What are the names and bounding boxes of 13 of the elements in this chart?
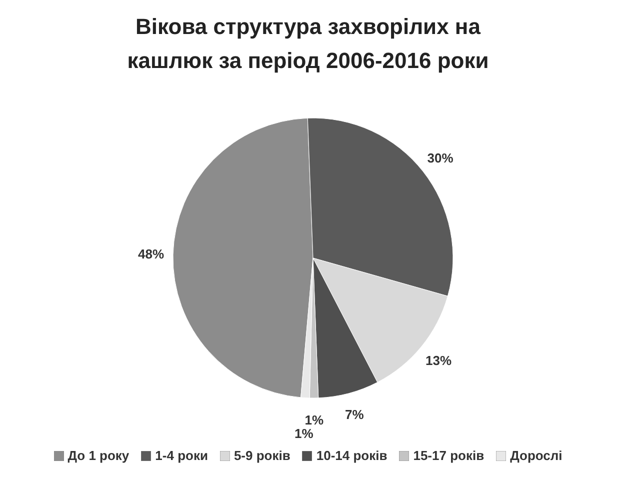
legend-label: 10-14 років <box>316 448 388 463</box>
data-label: 30% <box>427 150 454 166</box>
legend-label: 1-4 роки <box>155 448 208 463</box>
data-label: 13% <box>426 352 452 368</box>
chart-title: Вікова структура захворілих на кашлюк за період 2006-2016 роки <box>126 13 490 75</box>
data-label: 48% <box>138 246 164 262</box>
data-label: 7% <box>344 407 364 422</box>
legend-label: Дорослі <box>510 448 562 463</box>
legend-label: До 1 року <box>68 448 130 463</box>
legend-label: 5-9 років <box>234 448 290 463</box>
data-label: 1% <box>294 426 314 442</box>
legend-label: 15-17 років <box>413 448 484 463</box>
data-label: 1% <box>304 412 324 428</box>
